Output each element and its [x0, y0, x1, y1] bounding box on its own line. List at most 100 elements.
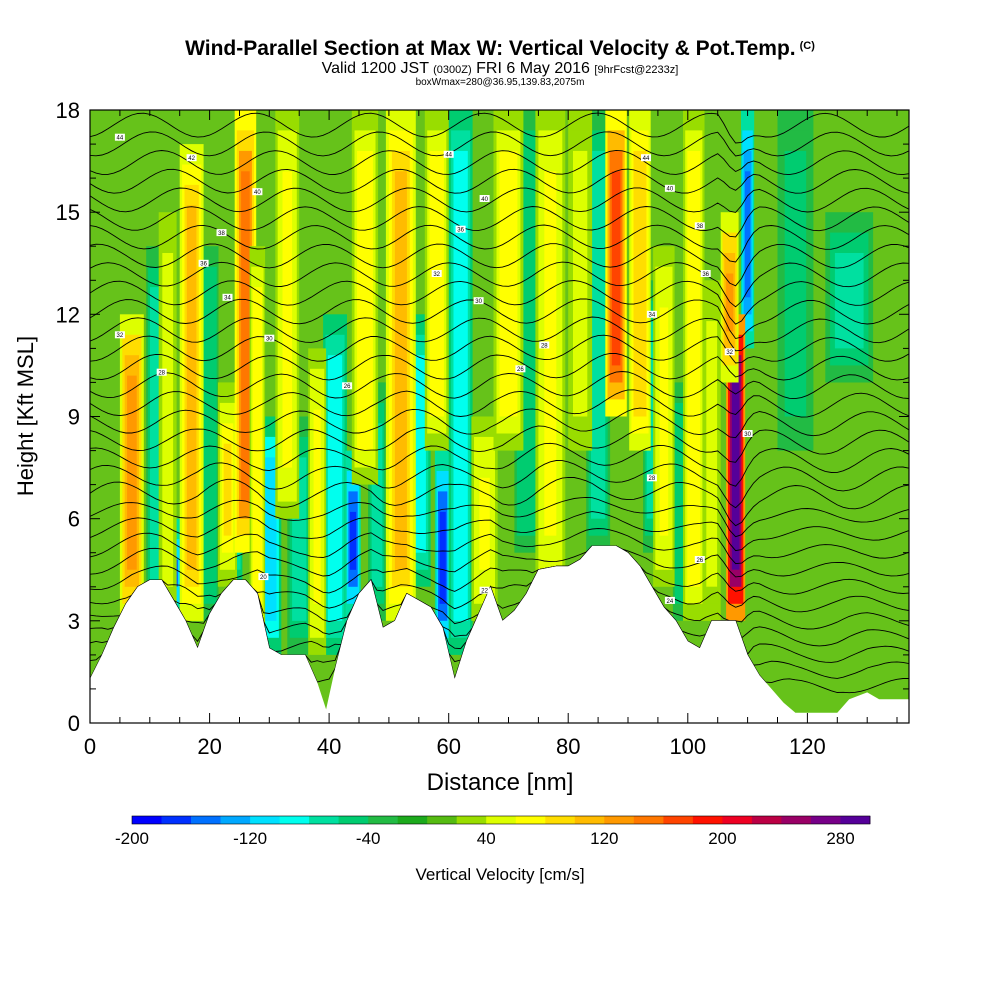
theta-label: 44	[117, 136, 124, 142]
theta-label: 32	[726, 350, 733, 356]
theta-label: 44	[445, 153, 452, 159]
updraft-cell	[431, 171, 442, 400]
theta-label-box	[443, 150, 454, 158]
colorbar-tick-label: -40	[356, 829, 381, 848]
downdraft-cell	[373, 443, 381, 570]
plot-area: 44 42 40 38 36 34 32 30 28 26 44 40 36 32 30 28 26 44 40 38…	[89, 109, 910, 724]
downdraft-cell	[414, 375, 424, 536]
valid-prefix: Valid 1200 JST	[321, 60, 429, 77]
colorbar-swatch	[368, 816, 399, 824]
colorbar: -200 -120 -40 40 120 200 280	[115, 815, 871, 848]
theta-label-box	[216, 229, 227, 237]
colorbar-tick-label: -120	[233, 829, 267, 848]
y-tick-label: 12	[56, 302, 80, 327]
updraft-cell	[635, 171, 645, 400]
colorbar-swatch	[604, 816, 635, 824]
theta-label-box	[694, 222, 705, 230]
theta-label: 36	[457, 228, 464, 234]
theta-label-box	[664, 596, 675, 604]
theta-label-box	[742, 430, 753, 437]
theta-label-box	[342, 382, 353, 390]
x-tick-label: 80	[556, 734, 580, 759]
downdraft-cell	[264, 477, 275, 604]
downdraft-cell	[839, 273, 859, 332]
box-info: boxWmax=280@36.95,139.83,2075m	[415, 77, 585, 88]
theta-contour-line	[90, 352, 909, 381]
colorbar-swatch	[250, 816, 280, 824]
theta-label-box	[515, 365, 526, 373]
theta-label: 42	[188, 156, 195, 162]
updraft-cell	[544, 171, 557, 536]
theta-contour-line	[90, 261, 909, 308]
updraft-cell	[575, 171, 585, 400]
updraft-cell	[708, 341, 716, 570]
terrain-mask	[90, 545, 909, 723]
downdraft-cell	[788, 171, 803, 400]
theta-label-box	[198, 259, 209, 267]
downdraft-cell	[206, 307, 214, 570]
theta-contour-line	[90, 298, 909, 340]
colorbar-swatch	[574, 816, 605, 824]
downdraft-cell	[330, 375, 340, 604]
y-tick-label: 9	[68, 405, 80, 430]
theta-contour-line	[90, 131, 909, 157]
theta-label: 32	[117, 333, 124, 339]
theta-label: 38	[218, 231, 225, 237]
theta-label: 28	[158, 371, 165, 377]
x-axis-label: Distance [nm]	[427, 769, 574, 796]
updraft-cell	[359, 171, 371, 434]
theta-label: 26	[517, 367, 524, 373]
updraft-cell	[611, 171, 621, 366]
updraft-cell	[313, 409, 321, 604]
theta-contour-line	[90, 168, 909, 194]
x-tick-label: 20	[197, 734, 221, 759]
theta-contour-line	[90, 334, 909, 364]
colorbar-frame	[131, 815, 871, 825]
theta-label-box	[156, 368, 167, 376]
colorbar-swatch	[191, 816, 221, 824]
colorbar-swatch	[427, 816, 458, 824]
colorbar-swatch	[397, 816, 428, 824]
updraft-cell	[254, 307, 261, 604]
theta-label-box	[114, 133, 125, 141]
downdraft-cell	[521, 171, 532, 502]
colorbar-swatch	[338, 816, 369, 824]
theta-label-box	[186, 154, 197, 162]
colorbar-swatch	[161, 816, 192, 824]
theta-label-box	[724, 348, 735, 356]
colorbar-swatch	[515, 816, 546, 824]
theta-contour-line	[90, 496, 909, 538]
theta-label: 44	[643, 156, 650, 162]
updraft-cell	[186, 205, 197, 570]
theta-contour-line	[90, 545, 909, 578]
forecast-info: [9hrFcst@2233z]	[594, 64, 679, 76]
theta-contours	[90, 112, 909, 694]
theta-label: 26	[696, 558, 703, 564]
theta-contour-line	[90, 316, 909, 352]
colorbar-swatch	[781, 816, 812, 824]
y-axis-label: Height [Kft MSL]	[13, 336, 38, 496]
theta-label: 28	[649, 476, 656, 482]
theta-label-box	[114, 331, 125, 339]
theta-label: 22	[481, 589, 488, 595]
theta-label-box	[694, 556, 705, 563]
chart-title: Wind-Parallel Section at Max W: Vertical…	[0, 37, 1000, 61]
downdraft-cell	[151, 307, 160, 570]
colorbar-swatch	[722, 816, 753, 824]
colorbar-swatch	[545, 816, 576, 824]
theta-contour-line	[90, 442, 909, 487]
theta-label-box	[252, 188, 263, 196]
updraft-cell	[127, 375, 137, 570]
theta-label: 34	[649, 313, 656, 319]
colorbar-swatch	[220, 816, 251, 824]
theta-label-box	[473, 297, 484, 305]
x-tick-label: 60	[436, 734, 460, 759]
downdraft-cell	[294, 477, 305, 604]
updraft-cell	[659, 307, 669, 536]
theta-label: 30	[266, 337, 273, 343]
theta-label: 40	[254, 190, 261, 196]
title-main: Wind-Parallel Section at Max W: Vertical…	[185, 37, 796, 60]
updraft-cell	[731, 375, 740, 570]
colorbar-swatch	[309, 816, 339, 824]
downdraft-cell	[648, 341, 656, 502]
